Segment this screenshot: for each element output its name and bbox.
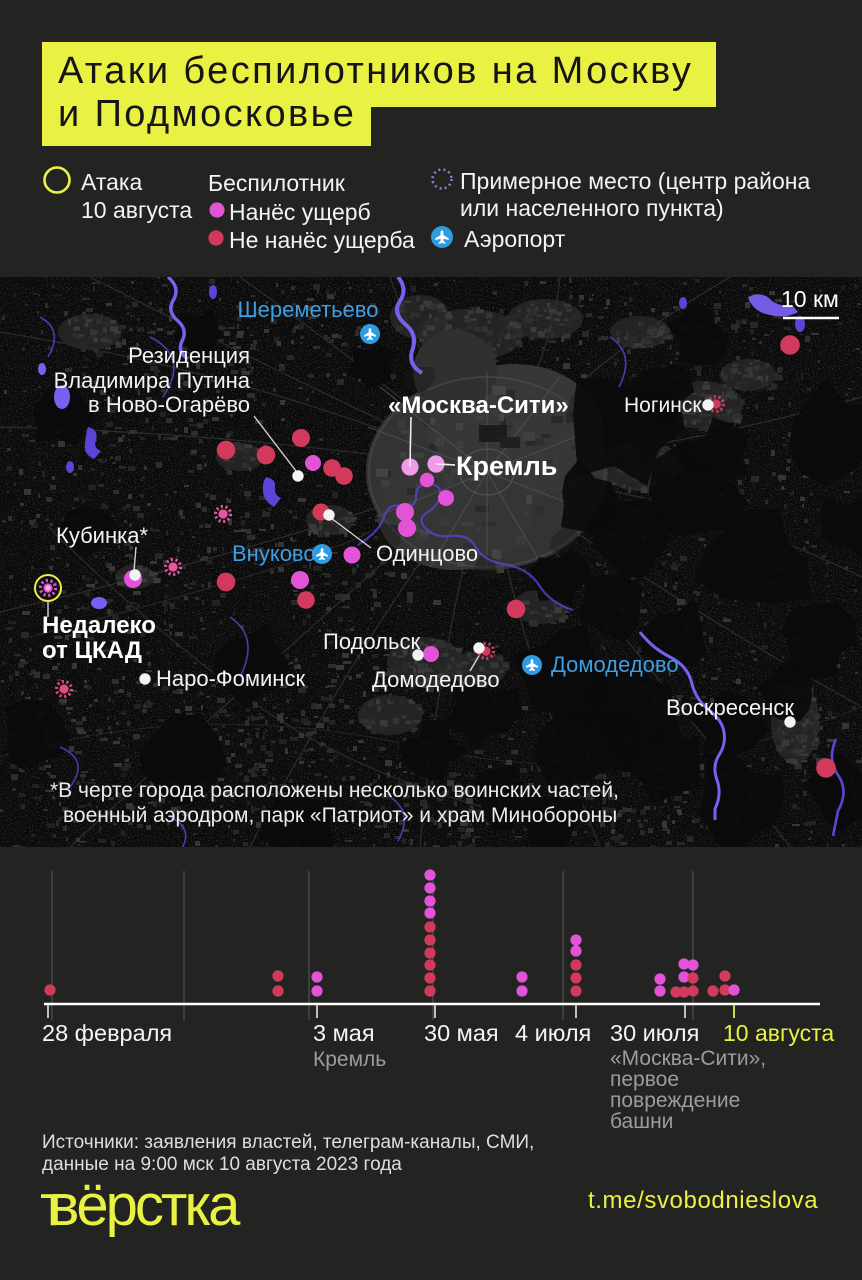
svg-text:Недалеко: Недалеко [42, 612, 156, 639]
svg-text:Наро-Фоминск: Наро-Фоминск [156, 666, 305, 691]
svg-text:Шереметьево: Шереметьево [238, 297, 379, 322]
svg-text:Резиденция: Резиденция [128, 343, 250, 368]
svg-text:Домодедово: Домодедово [372, 667, 500, 692]
svg-text:*В черте города расположены не: *В черте города расположены несколько во… [50, 779, 619, 802]
svg-text:Ногинск: Ногинск [624, 394, 702, 417]
svg-text:Подольск: Подольск [323, 629, 420, 654]
svg-text:военный аэродром, парк «Патрио: военный аэродром, парк «Патриот» и храм … [63, 804, 617, 827]
svg-text:в Ново-Огарёво: в Ново-Огарёво [88, 392, 250, 417]
svg-text:Внуково: Внуково [232, 541, 316, 566]
svg-text:Домодедово: Домодедово [551, 652, 679, 677]
svg-text:от ЦКАД: от ЦКАД [42, 637, 142, 664]
svg-text:Кубинка*: Кубинка* [56, 523, 148, 548]
svg-text:Одинцово: Одинцово [376, 541, 478, 566]
svg-text:Владимира Путина: Владимира Путина [54, 368, 251, 393]
svg-text:10 км: 10 км [781, 286, 839, 312]
svg-text:«Москва-Сити»: «Москва-Сити» [388, 392, 569, 419]
svg-text:Кремль: Кремль [456, 451, 557, 481]
svg-text:Воскресенск: Воскресенск [666, 695, 794, 720]
